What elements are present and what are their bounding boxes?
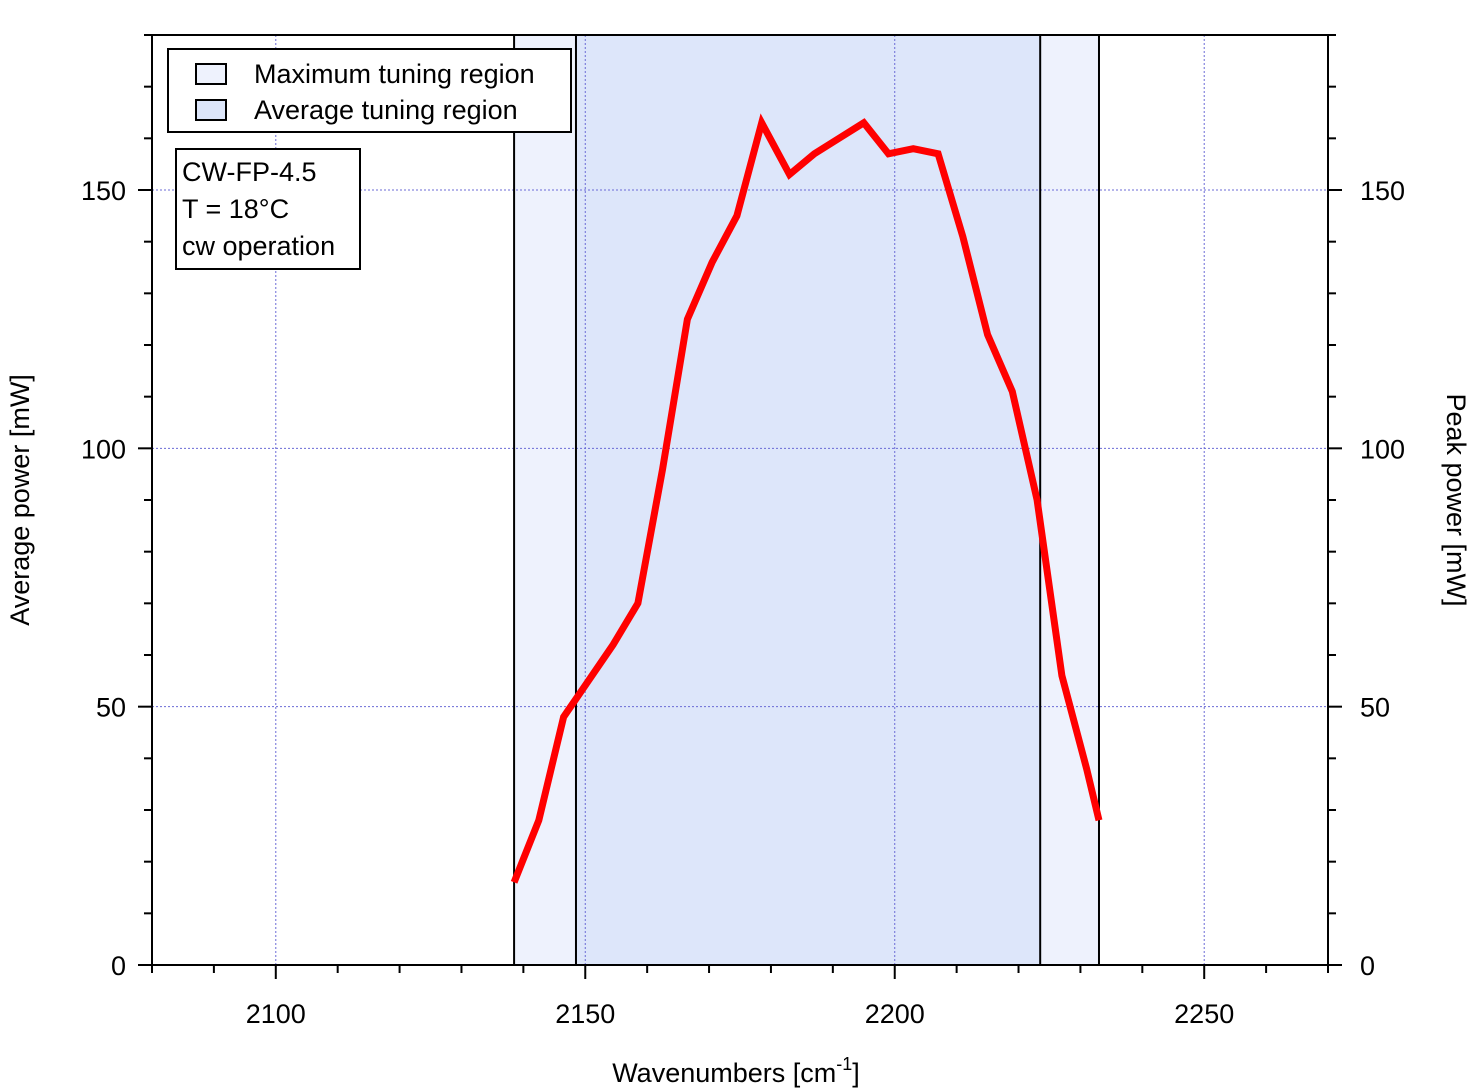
legend: Maximum tuning region Average tuning reg…: [167, 48, 572, 133]
y-axis-title-left: Average power [mW]: [5, 374, 35, 626]
y-axis-right: 0 50 100 150: [1328, 34, 1405, 981]
annotation-line-device: CW-FP-4.5: [182, 157, 317, 187]
y-tick-label: 0: [111, 951, 126, 981]
legend-swatch-average: [195, 99, 227, 121]
annotation-box: CW-FP-4.5 T = 18°C cw operation: [175, 148, 361, 270]
annotation-line-temperature: T = 18°C: [182, 194, 289, 224]
legend-label-maximum: Maximum tuning region: [254, 59, 535, 89]
region-average: [575, 35, 1041, 965]
legend-label-average: Average tuning region: [254, 95, 518, 125]
x-tick-label: 2150: [555, 999, 615, 1029]
annotation-frame: [175, 148, 361, 270]
tuning-regions: [514, 35, 1099, 965]
legend-swatch-maximum: [195, 63, 227, 85]
annotation-line-mode: cw operation: [182, 231, 335, 261]
x-tick-label: 2200: [865, 999, 925, 1029]
y-tick-label: 150: [81, 176, 126, 206]
x-axis: 2100 2150 2200 2250: [151, 965, 1329, 1029]
y2-tick-label: 0: [1360, 951, 1375, 981]
series-line-0: [510, 113, 1103, 884]
y-axis-title-right: Peak power [mW]: [1441, 393, 1471, 606]
x-axis-title: Wavenumbers [cm-1]: [612, 1054, 860, 1088]
y2-tick-label: 50: [1360, 693, 1390, 723]
x-tick-label: 2250: [1174, 999, 1234, 1029]
y2-tick-label: 100: [1360, 434, 1405, 464]
y2-tick-label: 150: [1360, 176, 1405, 206]
x-tick-label: 2100: [246, 999, 306, 1029]
y-tick-label: 50: [96, 693, 126, 723]
series: [510, 113, 1103, 884]
y-tick-label: 100: [81, 434, 126, 464]
legend-box: [167, 48, 572, 133]
y-axis-left: 0 50 100 150: [81, 34, 152, 981]
